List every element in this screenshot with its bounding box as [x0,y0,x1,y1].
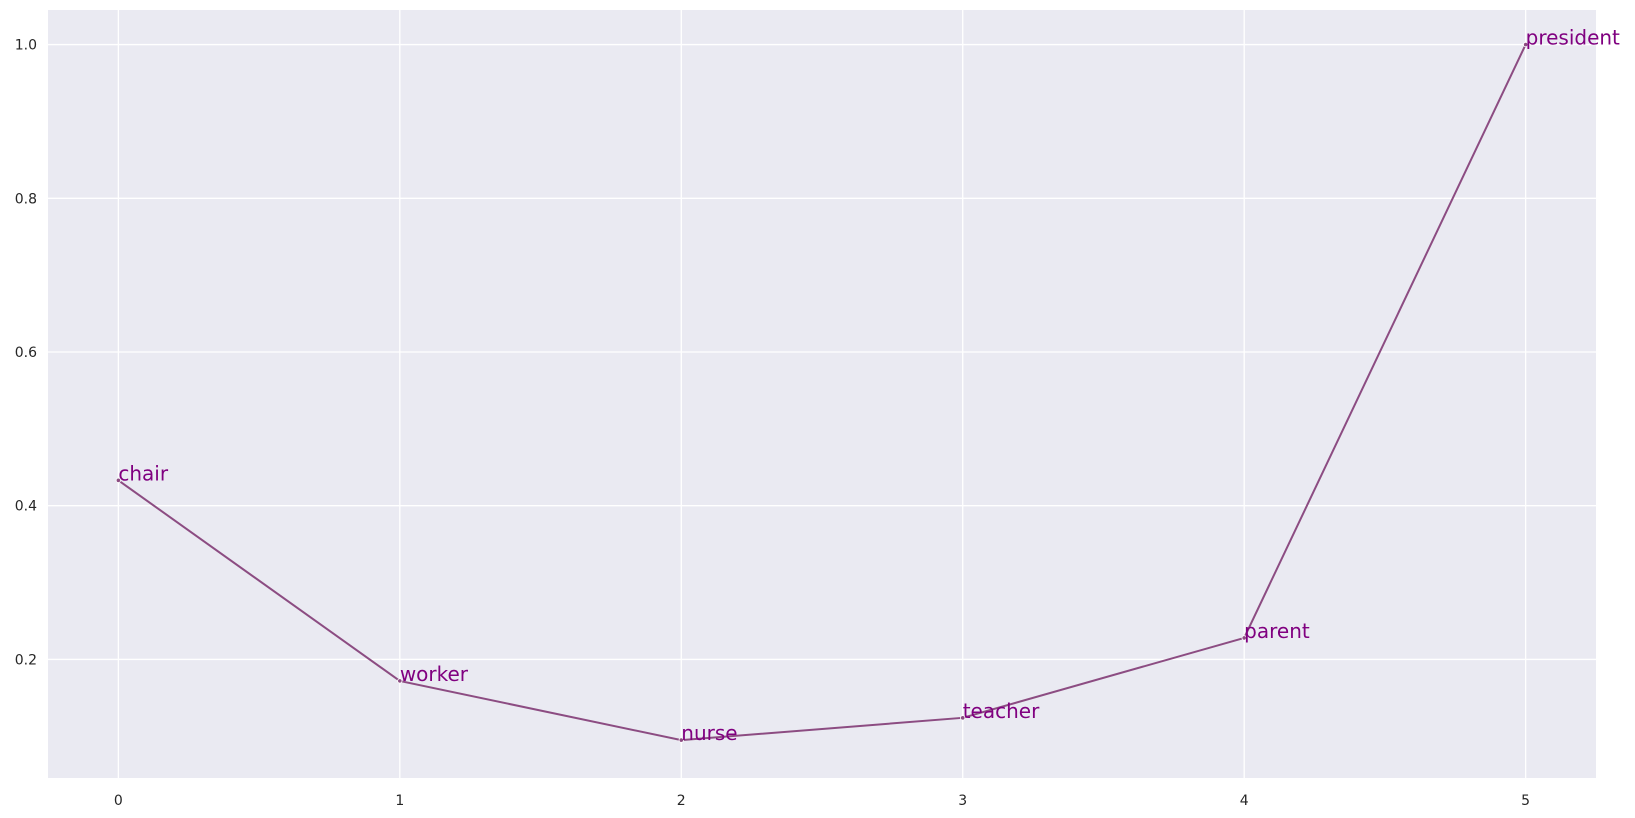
point-label: nurse [681,721,737,745]
x-tick-label: 3 [958,793,967,809]
grid-lines [48,10,1596,778]
data-point [115,477,121,483]
point-label: chair [118,461,168,485]
data-point [960,715,966,721]
series-line-group [117,44,1527,742]
point-label: teacher [963,699,1040,723]
series-line [117,44,1527,742]
y-tick-label: 0.4 [15,499,37,515]
x-tick-label: 4 [1240,793,1249,809]
y-axis-ticks: 0.2 0.4 0.6 0.8 1.0 [15,38,37,669]
point-label: parent [1244,619,1310,643]
y-tick-label: 1.0 [15,38,37,54]
point-label: worker [400,662,469,686]
x-axis-ticks: 0 1 2 3 4 5 [114,793,1530,809]
y-tick-label: 0.6 [15,345,37,361]
y-tick-label: 0.2 [15,652,37,668]
data-point [678,737,684,743]
x-tick-label: 1 [395,793,404,809]
x-tick-label: 0 [114,793,123,809]
point-label: president [1526,26,1620,50]
x-tick-label: 5 [1521,793,1530,809]
point-labels: chair worker nurse teacher parent president [118,26,1620,746]
data-point [1241,635,1247,641]
y-tick-label: 0.8 [15,191,37,207]
data-point [397,678,403,684]
data-points [115,41,1529,743]
data-point [1523,41,1529,48]
x-tick-label: 2 [677,793,686,809]
plot-background [48,10,1596,778]
